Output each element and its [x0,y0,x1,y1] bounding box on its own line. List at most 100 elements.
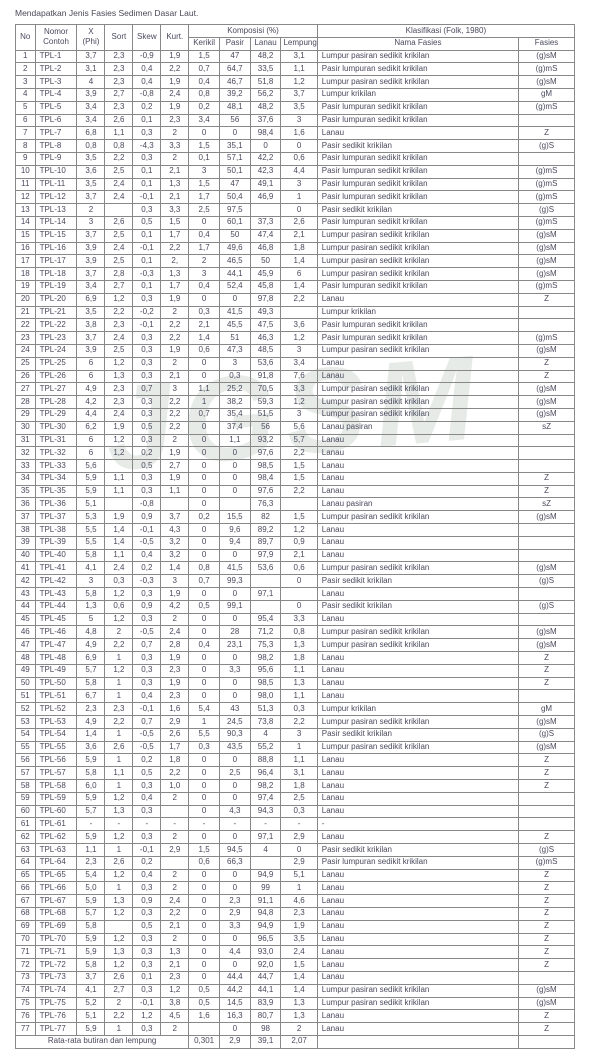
cell-ku: 3 [161,383,189,396]
cell-f [519,549,575,562]
cell-f: Z [519,127,575,140]
footer-v3: 2,07 [281,1035,317,1048]
cell-sk: 0,9 [133,600,161,613]
cell-ku: 3,2 [161,536,189,549]
cell-x: 5,8 [77,767,105,780]
cell-pa: 44,2 [219,984,250,997]
cell-f: Z [519,293,575,306]
cell-sk: 0,3 [133,946,161,959]
cell-c: TPL-40 [35,549,77,562]
cell-so: 2,3 [105,63,133,76]
cell-ku: 2,2 [161,907,189,920]
cell-sk: 0,1 [133,280,161,293]
cell-ku: 2 [161,127,189,140]
cell-kr: 0 [189,805,220,818]
cell-sk: 0,2 [133,447,161,460]
table-row: 24TPL-243,92,50,31,90,647,348,53Lumpur p… [16,344,575,357]
table-row: 20TPL-206,91,20,31,90097,82,2LanauZ [16,293,575,306]
cell-x: 3 [77,575,105,588]
cell-so: 1,2 [105,588,133,601]
cell-ku: - [161,818,189,831]
cell-so: 1,3 [105,895,133,908]
table-row: 3TPL-342,30,41,90,446,751,81,2Lumpur pas… [16,76,575,89]
cell-pa: 0 [219,485,250,498]
cell-ku: 1,3 [161,946,189,959]
cell-le: 1,5 [281,460,317,473]
cell-c: TPL-31 [35,434,77,447]
cell-pa: 0 [219,127,250,140]
cell-c: TPL-33 [35,460,77,473]
cell-ku: 1,6 [161,703,189,716]
cell-pa: 23,1 [219,639,250,652]
cell-c: TPL-53 [35,716,77,729]
cell-x: 3,9 [77,88,105,101]
cell-ku: 2,9 [161,716,189,729]
cell-la: 95,4 [250,613,281,626]
cell-le [281,498,317,511]
cell-c: TPL-27 [35,383,77,396]
cell-ku: 3 [161,575,189,588]
cell-f: (g)mS [519,332,575,345]
cell-sk: 0,2 [133,562,161,575]
cell-kr: 1 [189,396,220,409]
cell-f: (g)sM [519,255,575,268]
cell-la: 94,3 [250,805,281,818]
cell-so: 2,8 [105,268,133,281]
cell-f: sZ [519,498,575,511]
cell-la: 98,2 [250,780,281,793]
cell-n: 26 [16,370,36,383]
cell-c: TPL-14 [35,216,77,229]
cell-ku: 2 [161,306,189,319]
cell-pa: 60,1 [219,216,250,229]
cell-c: TPL-21 [35,306,77,319]
cell-ku: 2, [161,255,189,268]
cell-kr: 5,5 [189,728,220,741]
cell-kr: 3 [189,165,220,178]
cell-n: 21 [16,306,36,319]
cell-n: 38 [16,524,36,537]
cell-ku: 2 [161,613,189,626]
cell-ku: 1,9 [161,472,189,485]
cell-so: 1,3 [105,805,133,818]
cell-la: 37,3 [250,216,281,229]
cell-nf: Lanau [317,933,518,946]
cell-x: 6,7 [77,690,105,703]
cell-x: 5,9 [77,933,105,946]
table-row: 59TPL-595,91,20,420097,42,5Lanau [16,792,575,805]
cell-sk: 0,1 [133,114,161,127]
cell-n: 75 [16,997,36,1010]
cell-kr: 0 [189,357,220,370]
cell-so: 1 [105,690,133,703]
cell-so: 1,4 [105,524,133,537]
cell-sk: 0,4 [133,76,161,89]
cell-sk: 0,3 [133,344,161,357]
cell-sk: 0,3 [133,882,161,895]
cell-nf: Lumpur pasiran sedikit krikilan [317,344,518,357]
cell-x: 5,3 [77,511,105,524]
cell-pa: 66,3 [219,856,250,869]
cell-pa: 50 [219,229,250,242]
cell-c: TPL-32 [35,447,77,460]
cell-c: TPL-20 [35,293,77,306]
cell-ku: 1,9 [161,76,189,89]
th-nama: Nama Fasies [317,37,518,50]
cell-sk: 0,3 [133,664,161,677]
cell-pa: 99,3 [219,575,250,588]
cell-ku: 1,2 [161,984,189,997]
cell-nf: Lumpur pasiran sedikit krikilan [317,255,518,268]
th-kurt: Kurt. [161,25,189,51]
footer-v2: 39,1 [250,1035,281,1048]
cell-kr: 0 [189,613,220,626]
cell-n: 11 [16,178,36,191]
table-wrapper: JGSM No Nomor Contoh X (Phi) Sort Skew K… [15,24,575,1049]
table-row: 51TPL-516,710,42,30098,01,1Lanau [16,690,575,703]
cell-x: 3,7 [77,971,105,984]
cell-so: 1,2 [105,933,133,946]
table-row: 42TPL-4230,3-0,330,799,30Pasir sedikit k… [16,575,575,588]
data-table: No Nomor Contoh X (Phi) Sort Skew Kurt. … [15,24,575,1049]
cell-sk: 0,3 [133,1023,161,1036]
cell-x: 3,6 [77,741,105,754]
cell-sk: -0,8 [133,498,161,511]
cell-kr: 0 [189,959,220,972]
cell-le: 5,1 [281,869,317,882]
